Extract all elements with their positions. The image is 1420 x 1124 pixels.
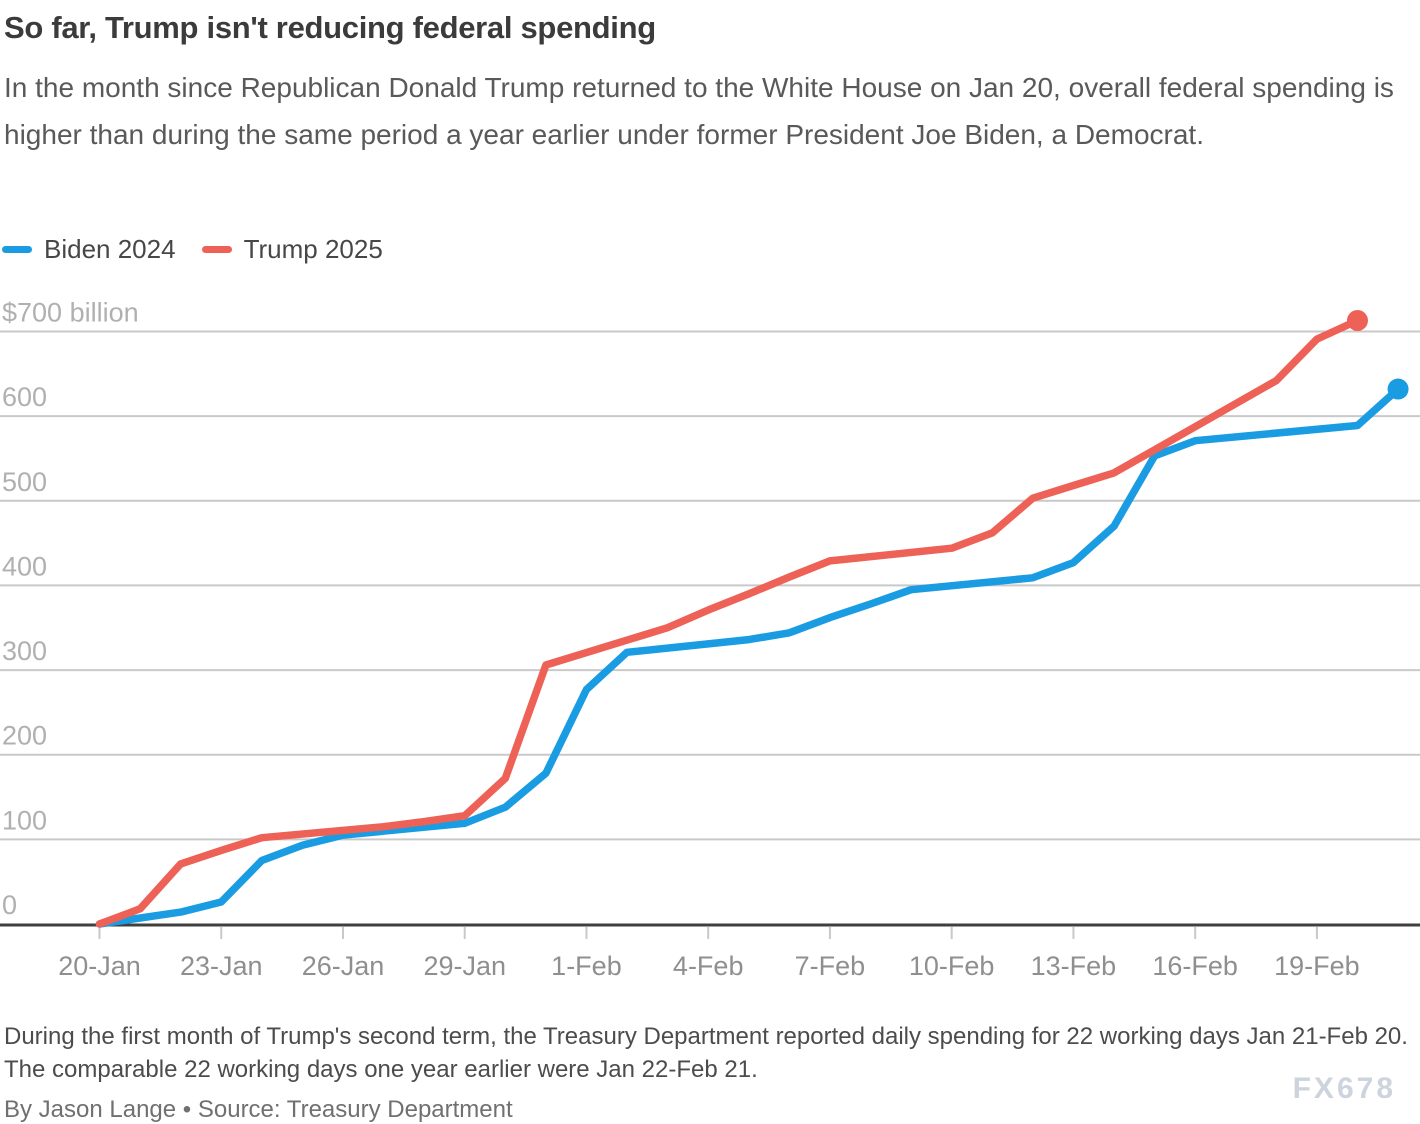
legend-item-biden-2024: Biden 2024 [2,234,176,265]
line-chart-plot: $700 billion 600 500 400 300 200 100 0 20-Jan 23-… [0,297,1420,981]
x-axis-label: 29-Jan [423,951,506,981]
legend-item-trump-2025: Trump 2025 [201,234,383,265]
legend: Biden 2024 Trump 2025 [2,234,383,265]
x-axis-label: 1-Feb [551,951,622,981]
trump-line-swatch [201,246,232,253]
line-trump-2025 [95,316,1362,928]
endpoint-dot-biden-2024 [1387,378,1409,400]
x-axis-label: 13-Feb [1031,951,1117,981]
chart-byline: By Jason Lange • Source: Treasury Depart… [4,1096,513,1123]
line-biden-2024 [95,385,1402,928]
x-axis-label: 23-Jan [180,951,263,981]
y-axis-label: 0 [2,890,17,920]
y-axis-label: $700 billion [2,297,139,327]
y-axis-label: 600 [2,382,47,412]
y-axis-label: 200 [2,721,47,751]
x-axis-label: 19-Feb [1274,951,1360,981]
y-axis-label: 500 [2,467,47,497]
x-axis-label: 7-Feb [795,951,866,981]
legend-label-trump-2025: Trump 2025 [243,234,383,264]
x-axis-label: 10-Feb [909,951,995,981]
endpoint-dot-trump-2025 [1346,309,1368,331]
x-axis-label: 26-Jan [302,951,385,981]
y-axis-label: 100 [2,805,47,835]
chart-subtitle: In the month since Republican Donald Tru… [4,72,1394,150]
y-axis-label: 300 [2,636,47,666]
chart-title: So far, Trump isn't reducing federal spe… [4,10,656,45]
y-axis-label: 400 [2,551,47,581]
x-axis-label: 4-Feb [673,951,744,981]
watermark: FX678 [1292,1072,1396,1105]
x-axis-label: 20-Jan [58,951,141,981]
legend-label-biden-2024: Biden 2024 [44,234,176,264]
chart-footnote: During the first month of Trump's second… [4,1023,1408,1083]
x-axis-label: 16-Feb [1152,951,1238,981]
biden-line-swatch [2,246,32,253]
